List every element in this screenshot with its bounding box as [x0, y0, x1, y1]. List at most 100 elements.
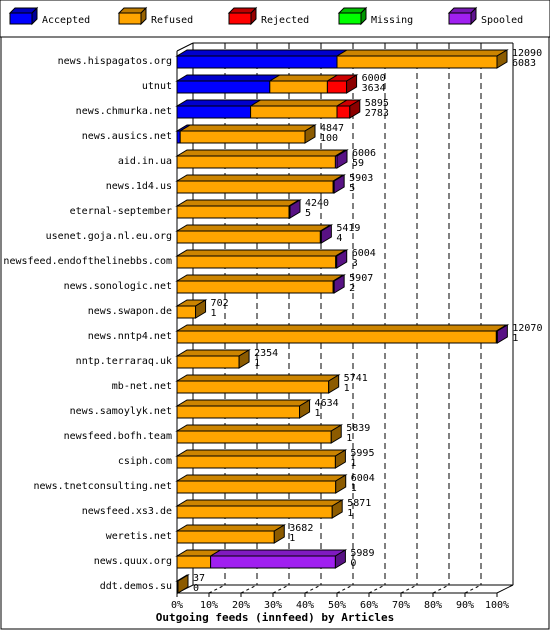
value-label-total: 2354 [254, 348, 278, 359]
bar-segment-top [175, 274, 345, 282]
row-label-eternal-september: eternal-september [70, 206, 172, 217]
row-label-news-1d4-us: news.1d4.us [106, 181, 172, 192]
bar-segment-refused [176, 255, 337, 269]
row-label-news-ausics-net: news.ausics.net [82, 131, 172, 142]
value-label-total: 4240 [305, 198, 329, 209]
bar-end-face [330, 424, 342, 444]
bar-segment-top [175, 424, 344, 432]
bar-end-face [238, 349, 250, 369]
bar-row-news-tnetconsulting-net [175, 474, 348, 494]
row-label-news-quux-org: news.quux.org [94, 556, 172, 567]
x-tick-label: 60% [360, 600, 378, 611]
legend-item-rejected: Rejected [227, 6, 309, 26]
bar-segment-top [175, 174, 345, 182]
x-tick-label: 30% [264, 600, 282, 611]
value-label-total: 6000 [362, 73, 386, 84]
value-label-second: 59 [352, 158, 364, 169]
bar-segment-top [175, 99, 263, 107]
bar-row-eternal-september [175, 199, 302, 219]
bar-end-face [273, 524, 285, 544]
legend: Accepted Refused Rejected Missing Spooled [8, 6, 523, 26]
bar-end-face [336, 249, 348, 269]
bar-row-news-chmurka-net [175, 99, 362, 119]
bar-segment-refused [176, 505, 333, 519]
value-label-second: 100 [320, 133, 338, 144]
bar-segment-top [175, 524, 287, 532]
value-label-second: 1 [347, 508, 353, 519]
value-label-second: 0 [350, 558, 356, 569]
legend-label: Spooled [481, 15, 523, 26]
row-label-news-samoylyk-net: news.samoylyk.net [70, 406, 172, 417]
row-label-nntp-terraraq-uk: nntp.terraraq.uk [76, 356, 172, 367]
value-label-total: 5995 [350, 448, 374, 459]
bar-segment-top [175, 474, 348, 482]
bar-segment-top [267, 74, 340, 82]
row-label-news-chmurka-net: news.chmurka.net [76, 106, 172, 117]
bar-segment-refused [176, 280, 334, 294]
value-label-total: 6004 [351, 473, 375, 484]
value-label-total: 4634 [315, 398, 339, 409]
x-tick-label: 70% [392, 600, 410, 611]
bar-end-face [334, 449, 346, 469]
value-label-second: 1 [254, 358, 260, 369]
bar-segment-refused [179, 130, 306, 144]
value-label-second: 6083 [512, 58, 536, 69]
row-label-mb-net-net: mb-net.net [112, 381, 172, 392]
bar-segment-refused [176, 205, 290, 219]
bar-segment-refused [336, 55, 498, 69]
legend-label: Accepted [42, 15, 90, 26]
bar-segment-top [175, 349, 251, 357]
value-label-total: 5871 [347, 498, 371, 509]
bar-segment-top [178, 124, 317, 132]
value-label-second: 1 [289, 533, 295, 544]
bar-segment-top [175, 199, 301, 207]
bar-row-news-swapon-de [175, 299, 208, 319]
bar-segment-top [175, 399, 312, 407]
value-label-second: 5 [349, 183, 355, 194]
value-label-second: 1 [344, 383, 350, 394]
bar-segment-rejected [336, 105, 351, 119]
row-label-csiph-com: csiph.com [118, 456, 172, 467]
bar-segment-top [175, 224, 333, 232]
bar-segment-accepted [176, 80, 271, 94]
row-label-newsfeed-xs3-de: newsfeed.xs3.de [82, 506, 172, 517]
bar-end-face [331, 499, 343, 519]
x-tick-label: 50% [328, 600, 346, 611]
bar-row-mb-net-net [175, 374, 341, 394]
bar-segment-refused [176, 405, 301, 419]
bar-end-face [299, 399, 311, 419]
bar-segment-top [248, 99, 349, 107]
floor-grid-line [304, 584, 322, 594]
legend-swatch [9, 12, 33, 25]
bar-segment-refused [250, 105, 338, 119]
bar-segment-top [175, 499, 345, 507]
bar-end-face [328, 374, 340, 394]
value-label-second: 1 [346, 433, 352, 444]
row-label-news-nntp4-net: news.nntp4.net [88, 331, 172, 342]
value-label-total: 5903 [349, 173, 373, 184]
x-tick-label: 20% [232, 600, 250, 611]
bar-row-usenet-goja-nl-eu-org [175, 224, 334, 244]
value-label-total: 6006 [352, 148, 376, 159]
value-label-second: 3 [352, 258, 358, 269]
bar-segment-refused [176, 530, 275, 544]
row-label-news-hispagatos-org: news.hispagatos.org [58, 56, 172, 67]
value-label-second: 1 [512, 333, 518, 344]
legend-swatch [118, 12, 142, 25]
bar-row-ddt-demos-su [175, 574, 190, 594]
bar-end-face [333, 174, 345, 194]
legend-item-spooled: Spooled [447, 6, 523, 26]
legend-swatch [448, 12, 472, 25]
bar-segment-accepted [176, 55, 338, 69]
bar-segment-refused [176, 430, 332, 444]
bar-segment-refused [176, 455, 336, 469]
legend-label: Missing [371, 15, 413, 26]
bar-segment-refused [176, 330, 497, 344]
value-label-second: 4 [336, 233, 342, 244]
bar-segment-refused [176, 155, 336, 169]
bar-row-utnut [175, 74, 359, 94]
x-tick-label: 90% [456, 600, 474, 611]
bar-row-newsfeed-xs3-de [175, 499, 345, 519]
